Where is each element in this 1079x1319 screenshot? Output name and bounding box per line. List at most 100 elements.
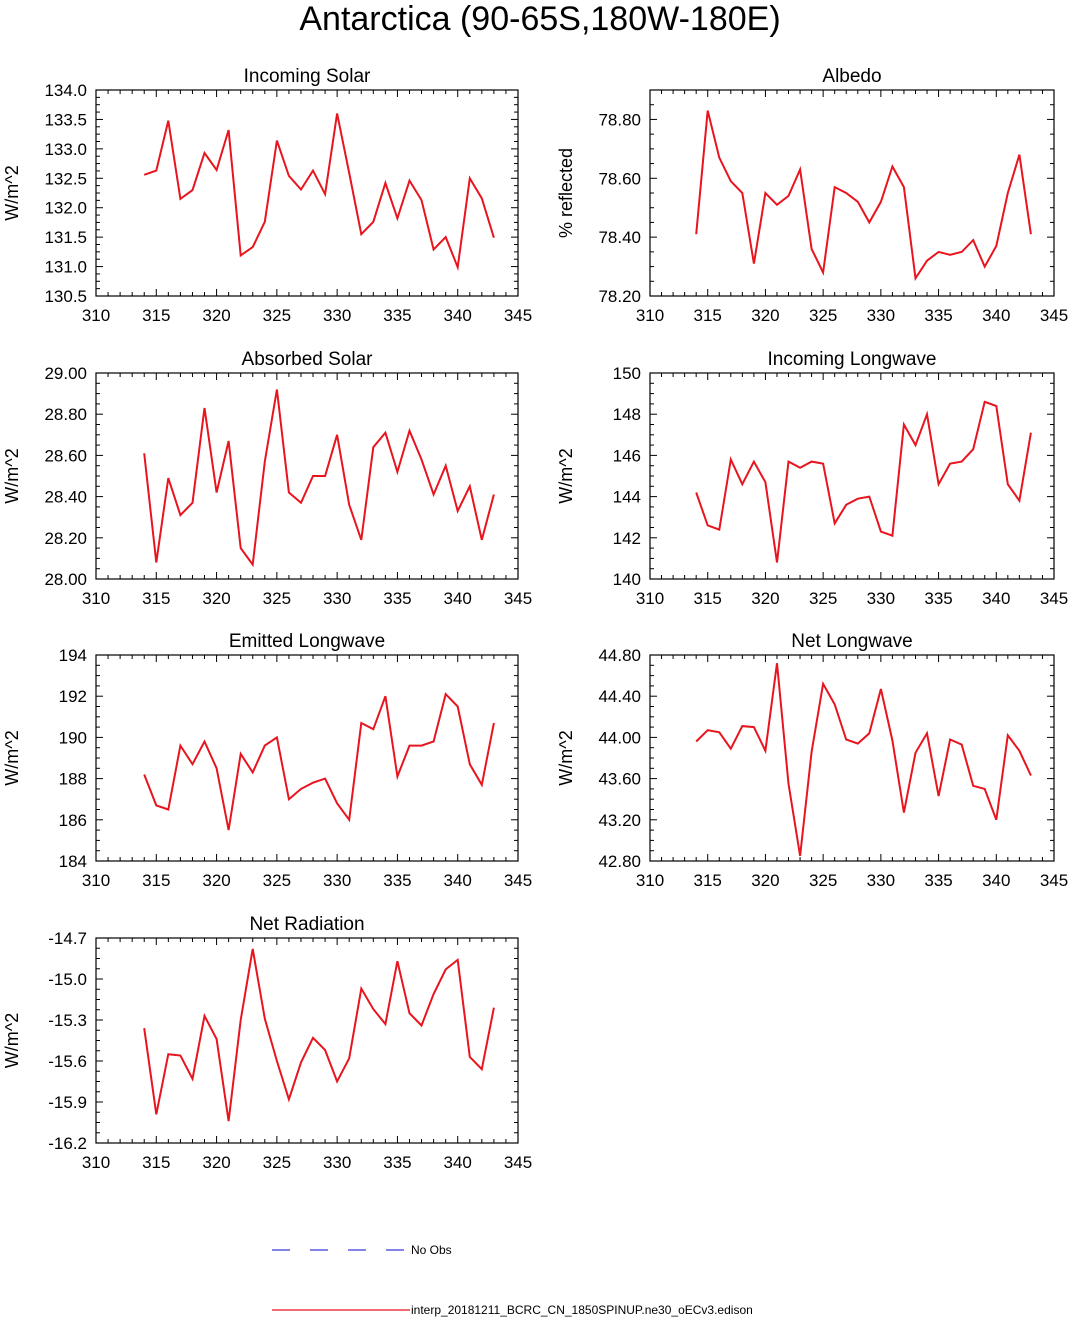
x-tick-label: 320 [751, 589, 779, 608]
series-line-model [695, 110, 1032, 282]
y-tick-label: 192 [59, 687, 87, 706]
y-tick-label: -15.6 [48, 1052, 87, 1071]
x-tick-label: 310 [82, 589, 110, 608]
legend: No Obs interp_20181211_BCRC_CN_1850SPINU… [272, 1243, 753, 1317]
y-tick-label: 131.5 [44, 228, 87, 247]
x-tick-label: 340 [444, 1153, 472, 1172]
x-tick-label: 345 [504, 1153, 532, 1172]
y-tick-label: 44.80 [598, 646, 641, 665]
series-line-model [143, 692, 495, 831]
series-line-model [695, 400, 1032, 563]
y-axis-label: W/m^2 [2, 165, 22, 220]
y-tick-label: 190 [59, 728, 87, 747]
x-tick-label: 310 [636, 306, 664, 325]
y-tick-label: 146 [613, 446, 641, 465]
panel-title: Absorbed Solar [242, 349, 374, 370]
x-tick-label: 340 [444, 306, 472, 325]
y-tick-label: 186 [59, 811, 87, 830]
y-tick-label: 78.20 [598, 287, 641, 306]
y-tick-label: 184 [59, 852, 87, 871]
x-tick-label: 325 [809, 589, 837, 608]
x-tick-label: 335 [383, 306, 411, 325]
x-tick-label: 320 [751, 306, 779, 325]
y-tick-label: 131.0 [44, 258, 87, 277]
x-tick-label: 345 [504, 306, 532, 325]
y-axis-label: % reflected [556, 148, 576, 238]
x-tick-label: 315 [142, 871, 170, 890]
y-tick-label: 28.60 [44, 446, 87, 465]
x-tick-label: 335 [383, 589, 411, 608]
x-tick-label: 340 [982, 589, 1010, 608]
series-line-model [143, 113, 495, 272]
x-tick-label: 340 [444, 871, 472, 890]
x-tick-label: 325 [263, 1153, 291, 1172]
x-tick-label: 310 [636, 871, 664, 890]
panel-title: Net Longwave [791, 631, 912, 652]
x-tick-label: 330 [323, 589, 351, 608]
x-tick-label: 330 [323, 1153, 351, 1172]
x-tick-label: 315 [142, 589, 170, 608]
x-tick-label: 330 [867, 871, 895, 890]
panel-2: Albedo % reflected 310 315 320 325 330 335 340 34… [556, 66, 1068, 325]
x-tick-label: 325 [809, 306, 837, 325]
y-tick-label: -15.0 [48, 970, 87, 989]
y-tick-label: 78.80 [598, 110, 641, 129]
series-line-model [143, 948, 495, 1122]
y-tick-label: -15.3 [48, 1011, 87, 1030]
y-tick-label: 43.60 [598, 770, 641, 789]
x-tick-label: 315 [694, 589, 722, 608]
x-tick-label: 345 [1040, 871, 1068, 890]
panel-7: Net Radiation W/m^2 310 315 320 325 330 335 340 3… [2, 914, 532, 1172]
y-axis-label: W/m^2 [2, 448, 22, 503]
figure-title: Antarctica (90-65S,180W-180E) [299, 0, 780, 38]
y-tick-label: 144 [613, 488, 641, 507]
y-tick-label: -15.9 [48, 1093, 87, 1112]
panels: Incoming Solar W/m^2 310 315 320 325 330 335 340… [2, 66, 1068, 1172]
x-tick-label: 320 [202, 306, 230, 325]
legend-model-label: interp_20181211_BCRC_CN_1850SPINUP.ne30_… [411, 1303, 753, 1317]
panel-title: Incoming Longwave [768, 349, 937, 370]
x-tick-label: 335 [383, 1153, 411, 1172]
x-tick-label: 330 [323, 871, 351, 890]
y-tick-label: 42.80 [598, 852, 641, 871]
x-tick-label: 330 [867, 589, 895, 608]
panel-6: Net Longwave W/m^2 310 315 320 325 330 335 340 34… [556, 631, 1068, 890]
y-tick-label: 28.80 [44, 405, 87, 424]
x-tick-label: 315 [142, 1153, 170, 1172]
y-tick-label: 133.0 [44, 140, 87, 159]
x-tick-label: 315 [142, 306, 170, 325]
y-tick-label: 43.20 [598, 811, 641, 830]
legend-obs-label: No Obs [411, 1243, 452, 1257]
x-tick-label: 315 [694, 871, 722, 890]
x-tick-label: 320 [751, 871, 779, 890]
y-tick-label: 142 [613, 529, 641, 548]
panel-3: Absorbed Solar W/m^2 310 315 320 325 330 335 340… [2, 349, 532, 608]
y-tick-label: 78.40 [598, 228, 641, 247]
x-tick-label: 345 [1040, 589, 1068, 608]
x-tick-label: 330 [323, 306, 351, 325]
x-tick-label: 340 [444, 589, 472, 608]
panel-5: Emitted Longwave W/m^2 310 315 320 325 330 335 3… [2, 631, 532, 890]
y-tick-label: 28.40 [44, 488, 87, 507]
x-tick-label: 310 [82, 306, 110, 325]
x-tick-label: 345 [504, 589, 532, 608]
panel-4: Incoming Longwave W/m^2 310 315 320 325 330 335… [556, 349, 1068, 608]
x-tick-label: 335 [924, 306, 952, 325]
x-tick-label: 325 [263, 871, 291, 890]
panel-title: Incoming Solar [244, 66, 371, 87]
x-tick-label: 325 [809, 871, 837, 890]
panel-title: Albedo [822, 66, 881, 87]
x-tick-label: 330 [867, 306, 895, 325]
x-tick-label: 325 [263, 306, 291, 325]
y-tick-label: -14.7 [48, 929, 87, 948]
y-axis-label: W/m^2 [2, 730, 22, 785]
x-tick-label: 320 [202, 1153, 230, 1172]
x-tick-label: 310 [82, 871, 110, 890]
x-tick-label: 310 [82, 1153, 110, 1172]
panel-title: Net Radiation [249, 914, 364, 935]
x-tick-label: 345 [504, 871, 532, 890]
y-tick-label: 44.40 [598, 687, 641, 706]
y-tick-label: 29.00 [44, 364, 87, 383]
y-tick-label: 150 [613, 364, 641, 383]
